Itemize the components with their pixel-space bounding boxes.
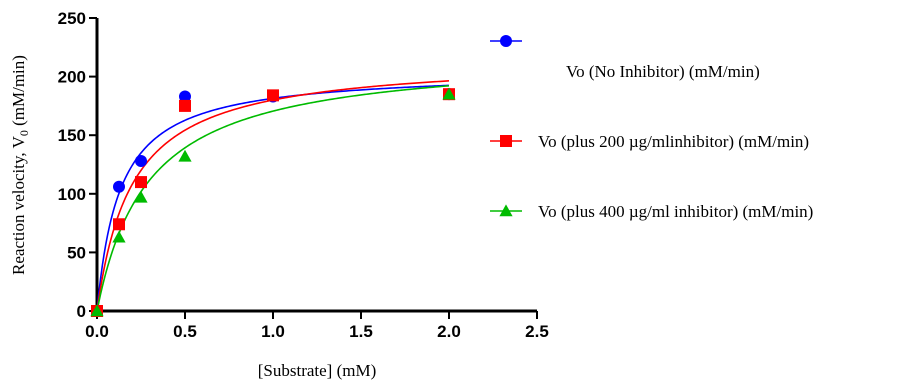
x-axis-title: [Substrate] (mM) bbox=[258, 361, 377, 380]
x-tick-label: 1.0 bbox=[261, 322, 285, 341]
data-point-series-1 bbox=[113, 180, 125, 193]
y-tick-label: 250 bbox=[58, 9, 86, 28]
data-point-series-2 bbox=[113, 218, 125, 231]
legend-marker-series-2 bbox=[500, 135, 512, 147]
legend: Vo (No Inhibitor) (mM/min) Vo (plus 200 µ… bbox=[490, 35, 813, 221]
fit-curve-series-3 bbox=[96, 85, 450, 312]
y-tick-label: 0 bbox=[77, 302, 86, 321]
data-point-series-3 bbox=[90, 304, 104, 317]
x-tick-label: 0.0 bbox=[85, 322, 109, 341]
legend-marker-series-1 bbox=[500, 35, 512, 47]
fit-curves bbox=[96, 80, 450, 312]
x-tick-label: 1.5 bbox=[349, 322, 373, 341]
data-points bbox=[90, 87, 456, 317]
y-tick-label: 100 bbox=[58, 185, 86, 204]
x-tick-label: 2.5 bbox=[525, 322, 549, 341]
legend-marker-series-3 bbox=[499, 204, 513, 217]
data-point-series-3 bbox=[134, 190, 148, 203]
legend-label-series-1: Vo (No Inhibitor) (mM/min) bbox=[566, 62, 760, 81]
legend-label-series-3: Vo (plus 400 µg/ml inhibitor) (mM/min) bbox=[538, 202, 813, 221]
y-axis-title: Reaction velocity, V0 (mM/min) bbox=[9, 55, 31, 275]
x-tick-label: 0.5 bbox=[173, 322, 197, 341]
data-point-series-3 bbox=[112, 230, 126, 243]
data-point-series-1 bbox=[135, 154, 147, 167]
data-point-series-2 bbox=[267, 89, 279, 102]
y-axis-title-main: Reaction velocity, V bbox=[9, 135, 28, 275]
data-point-series-3 bbox=[178, 149, 192, 162]
fit-curve-series-1 bbox=[96, 84, 450, 312]
axes bbox=[95, 18, 537, 313]
data-point-series-3 bbox=[442, 87, 456, 100]
y-tick-label: 200 bbox=[58, 68, 86, 87]
y-tick-label: 50 bbox=[67, 243, 86, 262]
x-tick-label: 2.0 bbox=[437, 322, 461, 341]
ticks: 0.0 0.5 1.0 1.5 2.0 2.5 0 50 100 150 200 250 bbox=[58, 9, 549, 341]
y-tick-label: 150 bbox=[58, 126, 86, 145]
fit-curve-series-2 bbox=[96, 80, 450, 312]
y-axis-title-subscript: 0 bbox=[17, 130, 31, 136]
y-axis-title-unit: (mM/min) bbox=[9, 55, 28, 130]
legend-label-series-2: Vo (plus 200 µg/mlinhibitor) (mM/min) bbox=[538, 132, 809, 151]
data-point-series-2 bbox=[135, 176, 147, 189]
data-point-series-2 bbox=[179, 99, 191, 112]
data-point-series-1 bbox=[179, 90, 191, 103]
